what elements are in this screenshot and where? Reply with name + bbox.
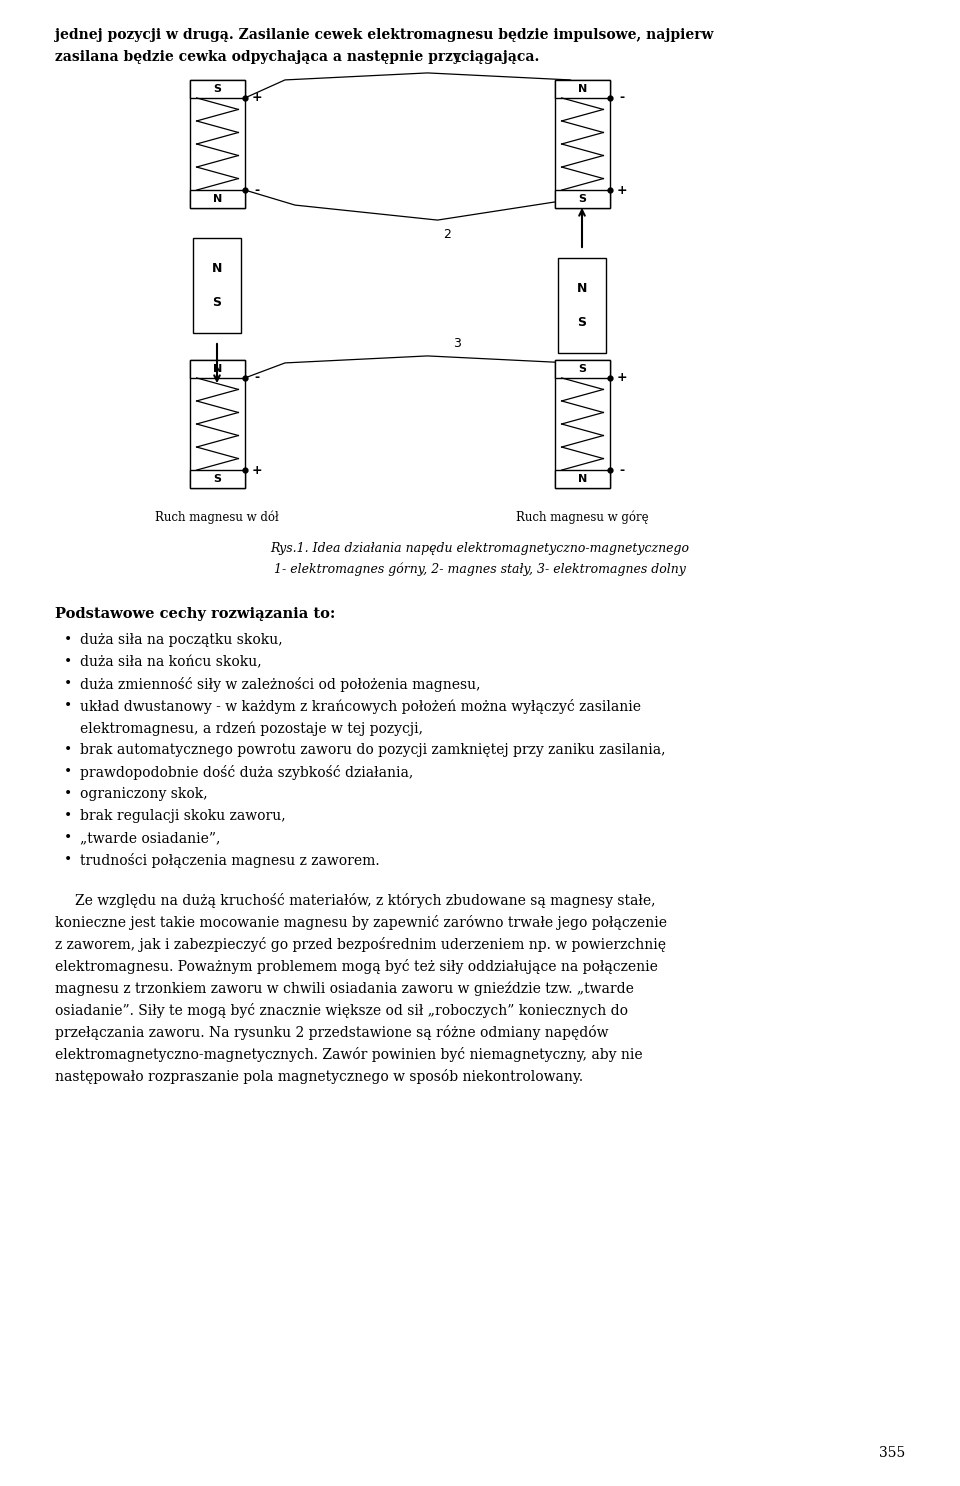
Bar [190,470,245,487]
Text: •: • [64,831,72,846]
Text: •: • [64,633,72,646]
Text: elektromagnesu, a rdzeń pozostaje w tej pozycji,: elektromagnesu, a rdzeń pozostaje w tej … [80,721,423,736]
Text: 1- elektromagnes górny, 2- magnes stały, 3- elektromagnes dolny: 1- elektromagnes górny, 2- magnes stały,… [274,562,686,575]
Text: -: - [254,184,259,196]
Bar [193,238,241,333]
Text: konieczne jest takie mocowanie magnesu by zapewnić zarówno trwałe jego połączeni: konieczne jest takie mocowanie magnesu b… [55,915,667,930]
Text: +: + [616,184,627,196]
Text: Ruch magnesu w górę: Ruch magnesu w górę [516,510,648,523]
Text: duża siła na końcu skoku,: duża siła na końcu skoku, [80,655,262,669]
Text: N: N [212,262,222,275]
Text: •: • [64,655,72,669]
Text: •: • [64,743,72,756]
Text: duża zmienność siły w zależności od położenia magnesu,: duża zmienność siły w zależności od poło… [80,678,481,692]
Text: S: S [213,85,222,94]
Text: prawdopodobnie dość duża szybkość działania,: prawdopodobnie dość duża szybkość działa… [80,765,413,780]
Text: osiadanie”. Siły te mogą być znacznie większe od sił „roboczych” koniecznych do: osiadanie”. Siły te mogą być znacznie wi… [55,1003,628,1018]
Text: brak automatycznego powrotu zaworu do pozycji zamkniętej przy zaniku zasilania,: brak automatycznego powrotu zaworu do po… [80,743,665,756]
Bar [190,80,245,208]
Text: •: • [64,808,72,823]
Text: •: • [64,788,72,801]
Text: +: + [252,92,262,104]
Text: brak regulacji skoku zaworu,: brak regulacji skoku zaworu, [80,808,286,823]
Text: elektromagnetyczno-magnetycznych. Zawór powinien być niemagnetyczny, aby nie: elektromagnetyczno-magnetycznych. Zawór … [55,1048,642,1062]
Text: •: • [64,853,72,866]
Bar [190,360,245,487]
Text: elektromagnesu. Poważnym problemem mogą być też siły oddziałujące na połączenie: elektromagnesu. Poważnym problemem mogą … [55,958,658,973]
Text: zasilana będzie cewka odpychająca a następnie przyciągająca.: zasilana będzie cewka odpychająca a nast… [55,51,540,64]
Text: S: S [212,296,222,309]
Text: •: • [64,765,72,779]
Text: N: N [213,364,222,374]
Bar [555,360,610,487]
Text: z zaworem, jak i zabezpieczyć go przed bezpośrednim uderzeniem np. w powierzchni: z zaworem, jak i zabezpieczyć go przed b… [55,938,666,953]
Text: 2: 2 [444,227,451,241]
Text: •: • [64,678,72,691]
Text: +: + [252,464,262,477]
Text: 3: 3 [453,337,462,349]
Text: S: S [213,474,222,484]
Bar [190,360,245,377]
Text: ograniczony skok,: ograniczony skok, [80,788,207,801]
Text: 1: 1 [453,52,462,65]
Text: „twarde osiadanie”,: „twarde osiadanie”, [80,831,221,846]
Text: następowało rozpraszanie pola magnetycznego w sposób niekontrolowany.: następowało rozpraszanie pola magnetyczn… [55,1068,583,1083]
Text: +: + [616,372,627,385]
Bar [555,80,610,208]
Text: przełączania zaworu. Na rysunku 2 przedstawione są różne odmiany napędów: przełączania zaworu. Na rysunku 2 przeds… [55,1025,609,1040]
Text: N: N [578,474,588,484]
Bar [555,80,610,98]
Text: N: N [577,282,588,294]
Text: -: - [619,464,625,477]
Text: S: S [578,317,587,328]
Bar [555,470,610,487]
Text: Ruch magnesu w dół: Ruch magnesu w dół [156,510,278,523]
Bar [558,259,606,354]
Text: magnesu z trzonkiem zaworu w chwili osiadania zaworu w gnieździe tzw. „twarde: magnesu z trzonkiem zaworu w chwili osia… [55,981,634,996]
Text: S: S [579,195,587,204]
Text: układ dwustanowy - w każdym z krańcowych położeń można wyłączyć zasilanie: układ dwustanowy - w każdym z krańcowych… [80,698,641,713]
Text: trudności połączenia magnesu z zaworem.: trudności połączenia magnesu z zaworem. [80,853,379,868]
Text: •: • [64,698,72,713]
Text: -: - [619,92,625,104]
Text: N: N [578,85,588,94]
Text: Rys.1. Idea działania napędu elektromagnetyczno-magnetycznego: Rys.1. Idea działania napędu elektromagn… [271,542,689,554]
Text: Podstawowe cechy rozwiązania to:: Podstawowe cechy rozwiązania to: [55,606,335,621]
Bar [190,190,245,208]
Text: -: - [254,372,259,385]
Text: N: N [213,195,222,204]
Text: 355: 355 [878,1446,905,1461]
Bar [555,190,610,208]
Bar [555,360,610,377]
Text: jednej pozycji w drugą. Zasilanie cewek elektromagnesu będzie impulsowe, najpier: jednej pozycji w drugą. Zasilanie cewek … [55,28,713,42]
Text: Ze względu na dużą kruchość materiałów, z których zbudowane są magnesy stałe,: Ze względu na dużą kruchość materiałów, … [75,893,656,908]
Text: S: S [579,364,587,374]
Bar [190,80,245,98]
Text: duża siła na początku skoku,: duża siła na początku skoku, [80,633,282,646]
